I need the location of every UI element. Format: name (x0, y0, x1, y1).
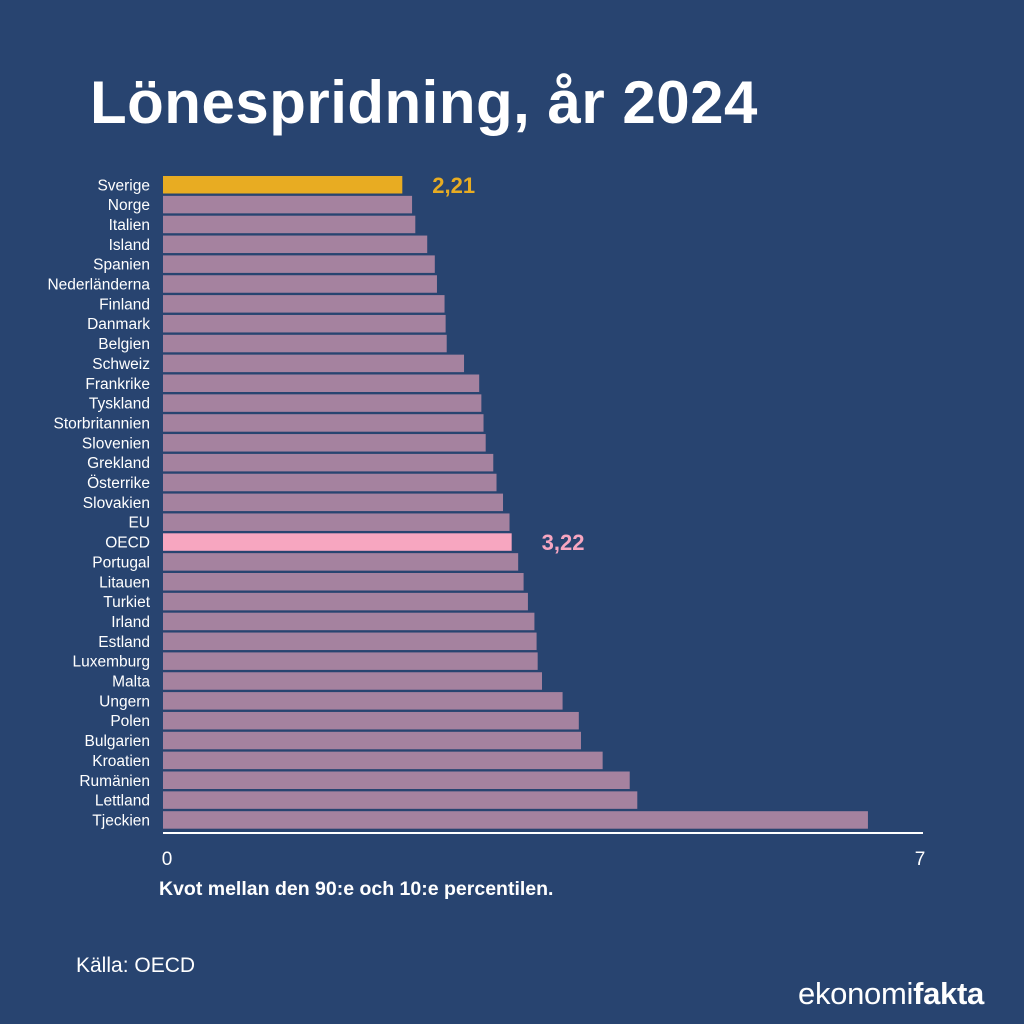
bar (163, 255, 435, 273)
bar (163, 195, 413, 214)
category-label: Spanien (93, 257, 150, 274)
bar (163, 811, 868, 829)
category-label: Lettland (95, 793, 150, 810)
bar (163, 573, 524, 591)
category-label: Portugal (92, 554, 150, 571)
category-label: Polen (110, 713, 150, 730)
category-label: Danmark (87, 316, 150, 333)
bar (163, 791, 638, 809)
category-label: Österrike (87, 474, 150, 492)
bar (163, 374, 480, 392)
bar (163, 235, 428, 254)
ekonomifakta-logo: ekonomifakta (798, 976, 984, 1012)
category-label: Frankrike (85, 376, 150, 393)
bar (163, 275, 437, 293)
category-label: Turkiet (103, 594, 150, 611)
source-note: Källa: OECD (76, 954, 196, 977)
category-label: Irland (111, 614, 150, 631)
category-label: Malta (112, 674, 150, 691)
x-axis-label: Kvot mellan den 90:e och 10:e percentile… (159, 878, 554, 900)
bar (163, 632, 537, 651)
bar (163, 334, 447, 353)
bar (163, 493, 504, 512)
category-label: Luxemburg (72, 654, 150, 671)
bar (163, 176, 403, 194)
x-tick-label: 7 (915, 849, 926, 870)
category-label: Finland (99, 296, 150, 313)
category-label: Schweiz (92, 356, 150, 373)
chart-title: Lönespridning, år 2024 (90, 69, 758, 136)
data-label: 3,22 (542, 530, 585, 555)
category-label: Tyskland (89, 396, 150, 413)
bar (163, 354, 465, 373)
x-tick-label: 0 (162, 849, 173, 870)
category-label: EU (128, 515, 150, 532)
bar (163, 592, 528, 611)
data-label: 2,21 (432, 173, 475, 198)
category-label: Litauen (99, 574, 150, 591)
bar (163, 394, 482, 412)
bar (163, 711, 579, 730)
category-label: Island (109, 237, 150, 254)
bar (163, 771, 630, 789)
category-label: Storbritannien (53, 415, 150, 432)
bar (163, 434, 486, 452)
category-label: Grekland (87, 455, 150, 472)
bar (163, 414, 484, 432)
category-label: Italien (109, 217, 150, 234)
bar-chart: Sverige Norge Italien Island Spanien Nederlän… (47, 173, 926, 870)
logo-part-2: fakta (913, 976, 984, 1011)
category-label: Slovenien (82, 435, 150, 452)
category-label: Rumänien (79, 773, 150, 790)
bar (163, 453, 494, 472)
category-label: Ungern (99, 693, 150, 710)
bar (163, 751, 603, 770)
bar (163, 672, 542, 690)
bar (163, 215, 416, 234)
logo-part-1: ekonomi (798, 976, 914, 1011)
bar (163, 553, 519, 571)
category-label: Norge (108, 197, 150, 214)
category-label: OECD (105, 535, 150, 552)
category-label: Nederländerna (47, 277, 150, 294)
bar (163, 295, 445, 313)
category-label: Estland (98, 634, 150, 651)
bar (163, 692, 563, 710)
bar (163, 314, 446, 333)
category-label: Kroatien (92, 753, 150, 770)
category-label: Bulgarien (85, 733, 151, 750)
category-label: Sverige (97, 177, 150, 194)
bar (163, 652, 538, 670)
bar (163, 731, 581, 750)
category-label: Tjeckien (92, 812, 150, 829)
bar (163, 533, 512, 551)
bar (163, 513, 510, 531)
category-label: Belgien (98, 336, 150, 353)
category-label: Slovakien (83, 495, 150, 512)
bar (163, 612, 535, 631)
bar (163, 473, 497, 492)
